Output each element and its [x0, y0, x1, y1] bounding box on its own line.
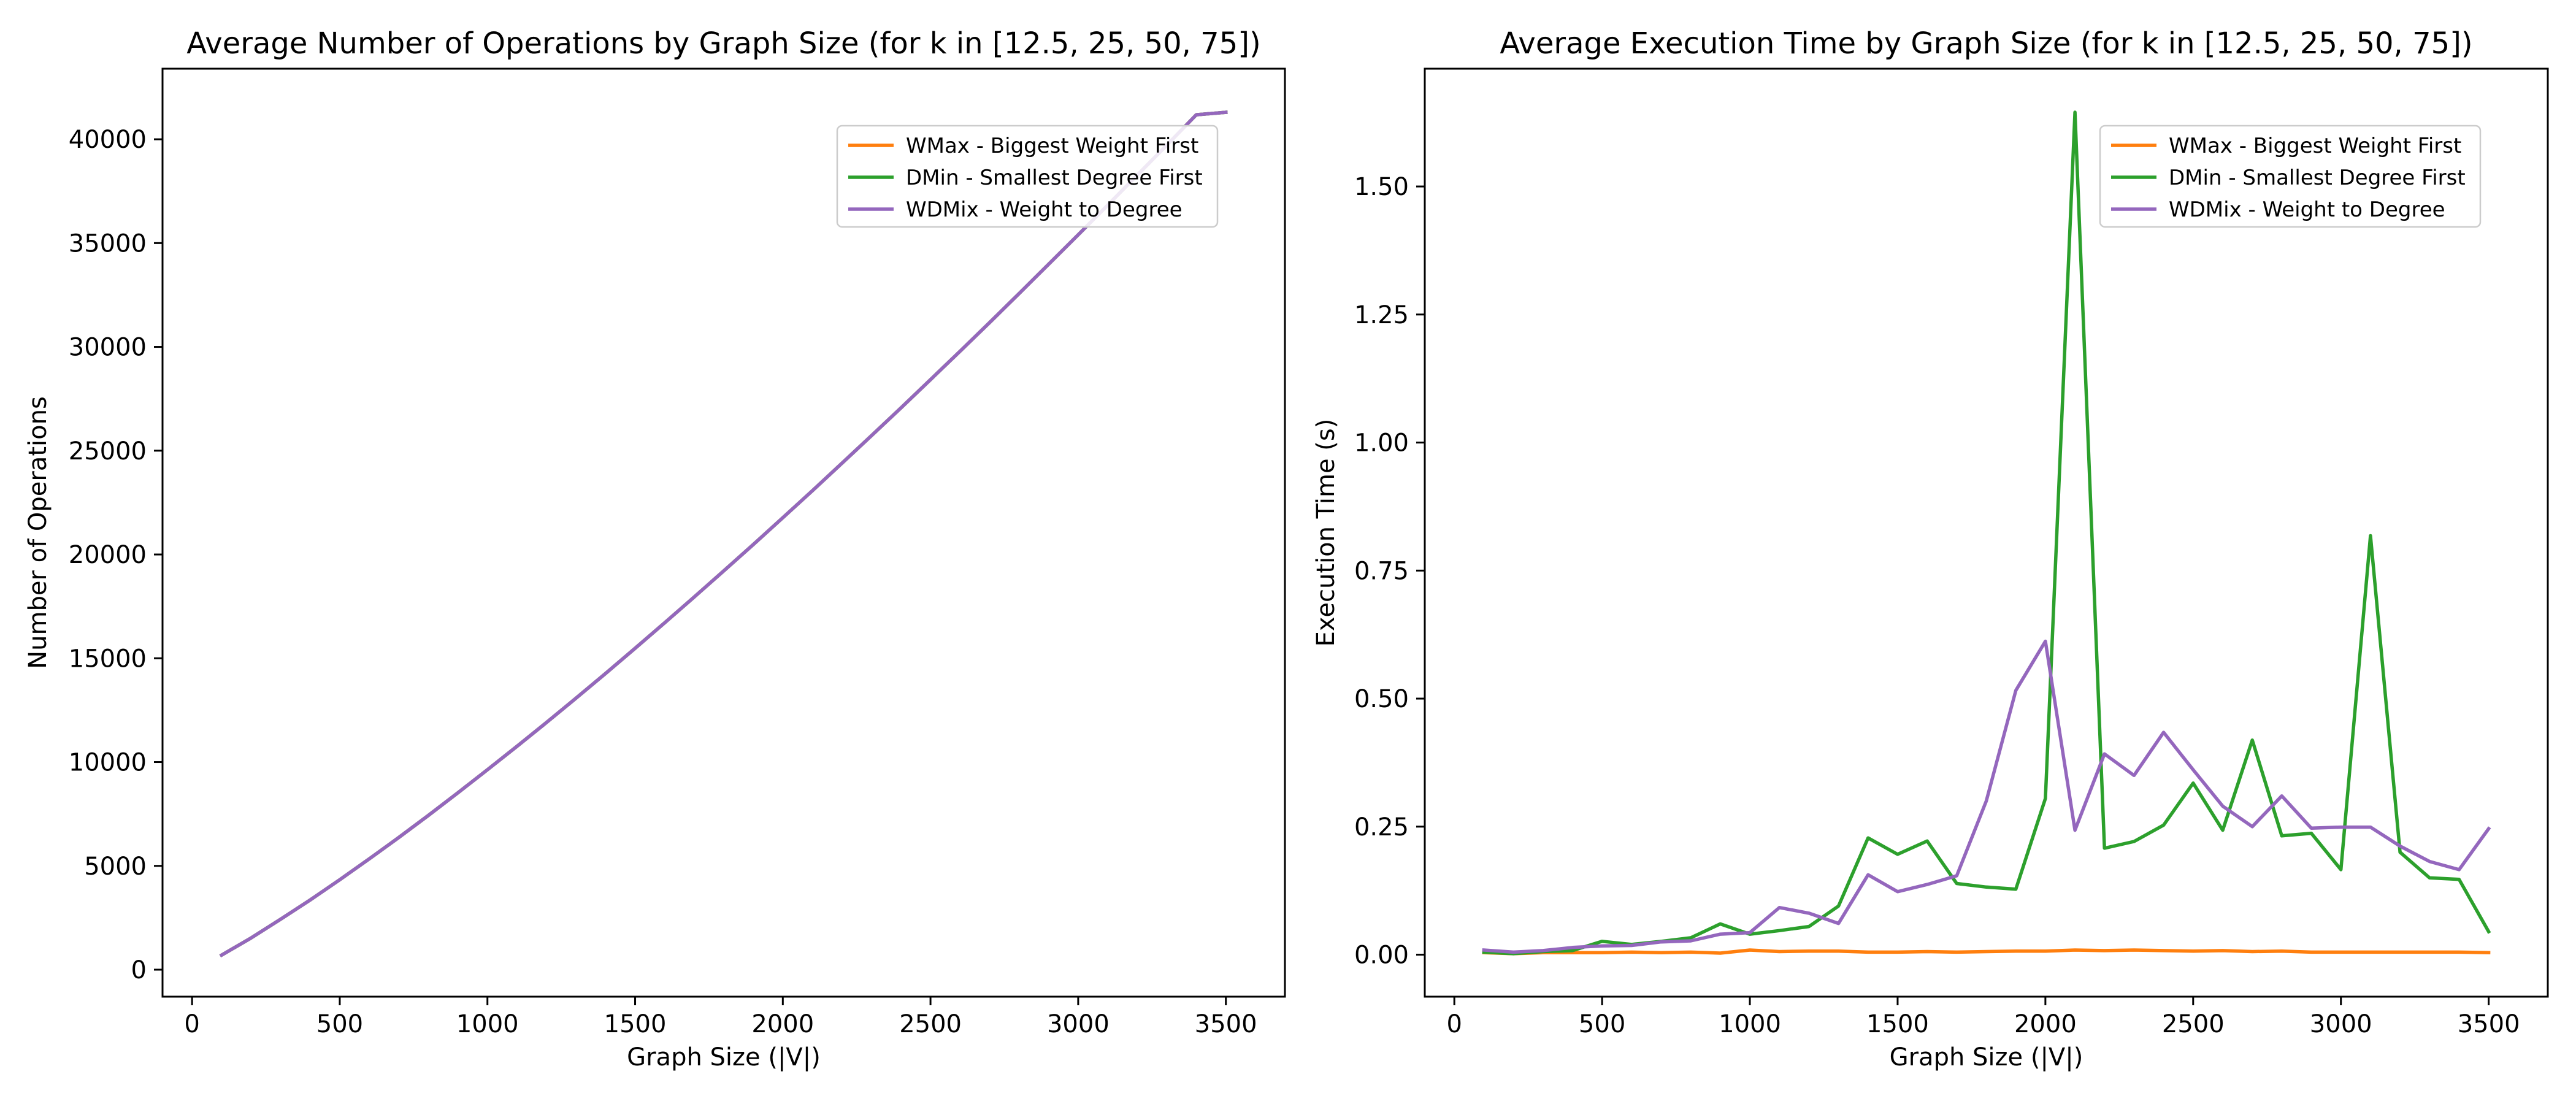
y-tick-label: 20000: [69, 541, 147, 569]
x-tick-label: 1000: [1719, 1010, 1781, 1038]
chart-title: Average Number of Operations by Graph Si…: [186, 26, 1260, 61]
x-tick-label: 0: [184, 1010, 199, 1038]
y-tick-label: 1.25: [1354, 301, 1409, 329]
x-tick-label: 3000: [2310, 1010, 2372, 1038]
y-tick-label: 25000: [69, 437, 147, 466]
legend: WMax - Biggest Weight First DMin - Smalle…: [2099, 125, 2482, 228]
x-tick-label: 3500: [1195, 1010, 1257, 1038]
y-tick-label: 15000: [69, 645, 147, 673]
y-tick-label: 30000: [69, 334, 147, 362]
legend-label-0: WMax - Biggest Weight First: [2169, 134, 2461, 158]
x-axis-label: Graph Size (|V|): [627, 1043, 821, 1071]
x-tick-label: 500: [316, 1010, 363, 1038]
y-axis-label: Number of Operations: [24, 396, 52, 669]
x-tick-label: 2500: [899, 1010, 962, 1038]
y-tick-label: 40000: [69, 126, 147, 154]
legend-label-1: DMin - Smallest Degree First: [2169, 166, 2466, 190]
y-tick-label: 0: [131, 956, 147, 984]
x-tick-label: 0: [1446, 1010, 1462, 1038]
execution-time-chart: Average Execution Time by Graph Size (fo…: [1312, 26, 2549, 1071]
legend-label-2: WDMix - Weight to Degree: [2169, 197, 2445, 222]
legend-label-2: WDMix - Weight to Degree: [906, 197, 1183, 222]
x-tick-label: 2000: [751, 1010, 814, 1038]
chart-title: Average Execution Time by Graph Size (fo…: [1500, 26, 2472, 61]
series-line-0: [1482, 948, 2491, 956]
operations-chart: Average Number of Operations by Graph Si…: [24, 26, 1286, 1071]
legend-label-0: WMax - Biggest Weight First: [906, 134, 1198, 158]
y-tick-label: 35000: [69, 229, 147, 258]
x-axis-label: Graph Size (|V|): [1890, 1043, 2083, 1071]
x-tick-label: 2000: [2014, 1010, 2077, 1038]
x-tick-label: 1500: [1866, 1010, 1929, 1038]
x-tick-label: 500: [1579, 1010, 1625, 1038]
y-axis-label: Execution Time (s): [1312, 419, 1340, 647]
legend-label-1: DMin - Smallest Degree First: [906, 166, 1203, 190]
legend-box: [836, 125, 1219, 228]
x-tick-label: 1000: [456, 1010, 519, 1038]
x-tick-label: 3000: [1047, 1010, 1110, 1038]
x-tick-label: 3500: [2458, 1010, 2520, 1038]
plot-frame: [161, 67, 1286, 998]
y-tick-label: 0.75: [1354, 557, 1409, 585]
x-tick-label: 2500: [2162, 1010, 2225, 1038]
series-lines: [1482, 110, 2491, 956]
y-tick-label: 0.25: [1354, 813, 1409, 841]
legend-box: [2099, 125, 2482, 228]
y-tick-label: 1.50: [1354, 173, 1409, 201]
x-tick-label: 1500: [604, 1010, 667, 1038]
y-tick-label: 5000: [84, 853, 147, 881]
y-tick-label: 1.00: [1354, 429, 1409, 458]
series-lines: [219, 110, 1228, 958]
y-tick-label: 0.50: [1354, 685, 1409, 713]
series-line-2: [219, 110, 1228, 958]
legend: WMax - Biggest Weight First DMin - Smalle…: [836, 125, 1219, 228]
y-tick-label: 0.00: [1354, 941, 1409, 970]
series-line-2: [1482, 639, 2491, 954]
y-tick-label: 10000: [69, 749, 147, 777]
plot-frame: [1424, 67, 2549, 998]
